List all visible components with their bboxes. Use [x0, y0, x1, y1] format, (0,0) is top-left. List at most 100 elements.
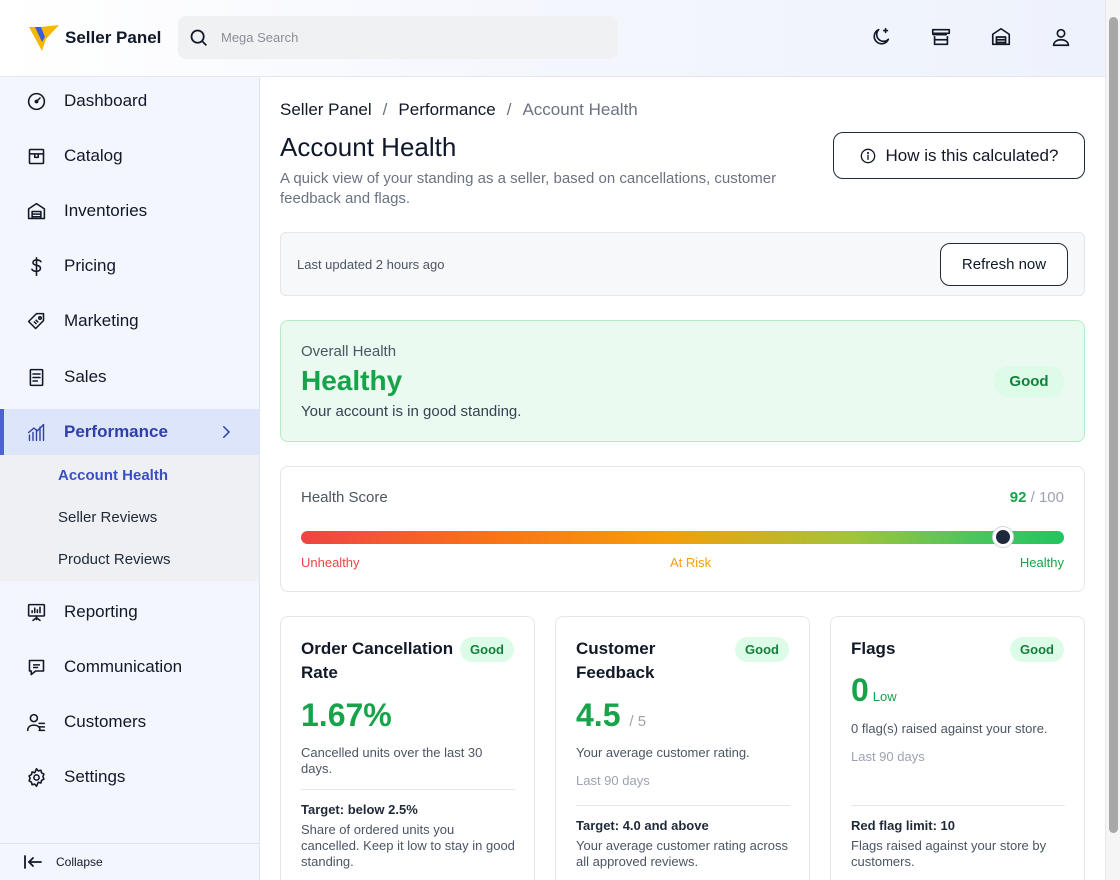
- sidebar-item-pricing[interactable]: Pricing: [0, 243, 259, 289]
- user-icon: [1052, 28, 1070, 47]
- sidebar-item-marketing[interactable]: Marketing: [0, 298, 259, 344]
- gauge-icon: [24, 89, 48, 113]
- how-calculated-button[interactable]: How is this calculated?: [833, 132, 1085, 179]
- divider: [851, 805, 1065, 806]
- mega-search[interactable]: [178, 16, 618, 59]
- subnav-seller-reviews[interactable]: Seller Reviews: [58, 509, 158, 526]
- sidebar-item-catalog[interactable]: Catalog: [0, 133, 259, 179]
- metric-description: 0 flag(s) raised against your store.: [851, 721, 1048, 736]
- metric-target-title: Target: 4.0 and above: [576, 818, 709, 833]
- metric-period: Last 90 days: [851, 749, 925, 764]
- scrollbar-thumb[interactable]: [1109, 17, 1118, 833]
- warehouse-icon: [991, 27, 1011, 46]
- dollar-icon: [24, 254, 48, 278]
- box-icon: [24, 144, 48, 168]
- last-updated-bar: Last updated 2 hours ago Refresh now: [280, 232, 1085, 296]
- dark-mode-button[interactable]: [869, 25, 893, 49]
- store-icon: [931, 28, 951, 46]
- sidebar-item-dashboard[interactable]: Dashboard: [0, 78, 259, 124]
- sidebar-item-reporting[interactable]: Reporting: [0, 589, 259, 635]
- health-score-marker: [992, 527, 1013, 547]
- status-badge: Good: [994, 366, 1064, 397]
- divider: [301, 789, 515, 790]
- how-calculated-label: How is this calculated?: [885, 145, 1059, 165]
- sidebar-item-inventories[interactable]: Inventories: [0, 188, 259, 234]
- store-button[interactable]: [929, 25, 953, 49]
- metric-target-title: Red flag limit: 10: [851, 818, 956, 833]
- metric-target-description: Flags raised against your store by custo…: [851, 838, 1047, 869]
- sidebar-item-label: Communication: [64, 657, 183, 676]
- sidebar-item-label: Sales: [64, 367, 107, 386]
- warehouse-button[interactable]: [989, 25, 1013, 49]
- metric-value: 0 Low: [851, 672, 897, 709]
- app-logo[interactable]: Seller Panel: [27, 22, 161, 54]
- search-input[interactable]: [221, 30, 581, 45]
- sidebar-item-sales[interactable]: Sales: [0, 354, 259, 400]
- receipt-icon: [24, 365, 48, 389]
- metric-description: Your average customer rating.: [576, 745, 750, 760]
- bar-chart-icon: [24, 420, 48, 444]
- status-badge: Good: [1010, 637, 1064, 662]
- scale-at-risk: At Risk: [670, 555, 712, 570]
- metric-card-cancellation: Order Cancellation Rate Good 1.67% Cance…: [280, 616, 535, 880]
- health-score-bar: [301, 531, 1064, 544]
- logo-icon: [29, 25, 59, 51]
- overall-health-description: Your account is in good standing.: [301, 403, 522, 420]
- message-icon: [24, 655, 48, 679]
- subnav-product-reviews[interactable]: Product Reviews: [58, 551, 171, 568]
- page-description: A quick view of your standing as a selle…: [280, 170, 777, 207]
- collapse-sidebar-button[interactable]: Collapse: [0, 843, 259, 880]
- overall-health-label: Overall Health: [301, 343, 397, 360]
- sidebar-item-label: Catalog: [64, 146, 123, 165]
- metric-value-level: Low: [872, 689, 897, 704]
- sidebar-item-settings[interactable]: Settings: [0, 754, 259, 800]
- metric-title: Customer Feedback: [576, 639, 656, 682]
- top-header: Seller Panel: [0, 0, 1105, 77]
- metric-card-flags: Flags Good 0 Low 0 flag(s) raised against…: [830, 616, 1085, 880]
- tag-icon: [24, 309, 48, 333]
- sidebar: Dashboard Catalog Inventories Pricing Ma…: [0, 77, 260, 880]
- health-score-card: Health Score 92 / 100 Unhealthy At Risk …: [280, 466, 1085, 592]
- users-icon: [24, 710, 48, 734]
- metric-period: Last 90 days: [576, 773, 650, 788]
- info-icon: [860, 148, 875, 163]
- metric-card-feedback: Customer Feedback Good 4.5 / 5 Your aver…: [555, 616, 810, 880]
- sidebar-item-label: Customers: [64, 712, 147, 731]
- sidebar-item-label: Marketing: [64, 311, 139, 330]
- metric-value-number: 4.5: [576, 697, 621, 733]
- search-icon: [190, 29, 207, 46]
- sidebar-item-performance[interactable]: Performance: [0, 409, 259, 455]
- health-score-number: 92: [1009, 489, 1027, 506]
- warehouse-icon: [24, 199, 48, 223]
- metric-target-description: Share of ordered units you cancelled. Ke…: [301, 822, 515, 869]
- subnav-account-health[interactable]: Account Health: [58, 467, 169, 484]
- metric-target-title: Target: below 2.5%: [301, 802, 418, 817]
- metric-description: Cancelled units over the last 30 days.: [301, 745, 483, 776]
- metric-value: 1.67%: [301, 697, 392, 734]
- scale-healthy: Healthy: [1019, 555, 1064, 570]
- health-score-value: 92 / 100: [1010, 489, 1064, 506]
- collapse-label: Collapse: [56, 855, 103, 869]
- overall-health-card: Overall Health Healthy Your account is i…: [280, 320, 1085, 442]
- metric-value-number: 1.67%: [301, 697, 392, 733]
- scale-unhealthy: Unhealthy: [301, 555, 360, 570]
- breadcrumb-current: Account Health: [522, 100, 638, 119]
- divider: [576, 805, 790, 806]
- collapse-icon: [24, 855, 42, 869]
- metric-target-description: Your average customer rating across all …: [576, 838, 788, 869]
- sidebar-item-label: Performance: [64, 422, 168, 441]
- app-name: Seller Panel: [65, 28, 162, 47]
- refresh-button[interactable]: Refresh now: [940, 243, 1068, 286]
- breadcrumb-performance[interactable]: Performance: [398, 100, 496, 119]
- sidebar-item-communication[interactable]: Communication: [0, 644, 259, 690]
- sidebar-item-label: Dashboard: [64, 91, 148, 110]
- breadcrumb: Seller Panel / Performance / Account Hea…: [280, 100, 638, 120]
- last-updated-text: Last updated 2 hours ago: [297, 257, 445, 272]
- chevron-right-icon: [223, 426, 231, 438]
- sidebar-item-label: Inventories: [64, 201, 148, 220]
- breadcrumb-seller-panel[interactable]: Seller Panel: [280, 100, 372, 119]
- account-button[interactable]: [1049, 25, 1073, 49]
- sidebar-item-customers[interactable]: Customers: [0, 699, 259, 745]
- vertical-scrollbar[interactable]: [1105, 0, 1120, 880]
- metric-title: Flags: [851, 639, 896, 658]
